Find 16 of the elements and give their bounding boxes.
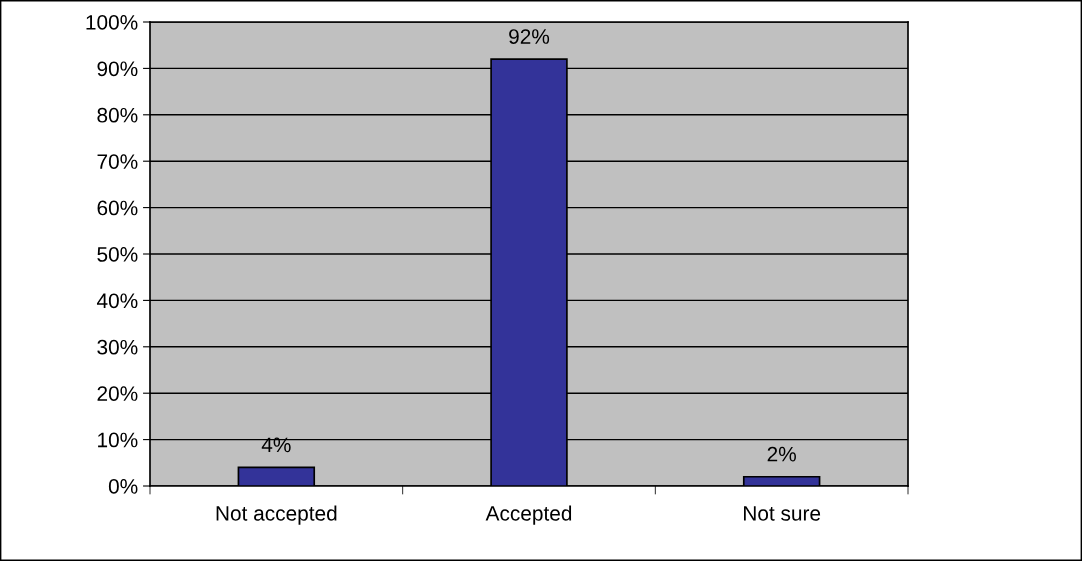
y-tick-label: 70% [97, 154, 138, 169]
y-tick-label: 60% [97, 200, 138, 216]
y-tick-label: 90% [97, 61, 138, 77]
y-tick-label: 30% [97, 339, 138, 355]
y-tick-label: 80% [97, 107, 138, 123]
y-tick-label: 10% [98, 432, 138, 448]
y-tick-label: 0% [108, 479, 138, 494]
y-tick-label: 40% [96, 293, 138, 309]
x-tick-label: Not sure [744, 506, 821, 521]
y-tick-label: 100% [86, 15, 138, 30]
data-label: 2% [767, 446, 796, 462]
data-label: 92% [509, 29, 550, 44]
y-tick-label: 50% [97, 247, 138, 262]
x-tick-label: Accepted [485, 505, 572, 525]
x-tick-label: Not accepted [216, 505, 337, 525]
y-tick-label: 20% [97, 386, 138, 401]
